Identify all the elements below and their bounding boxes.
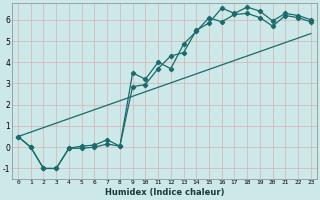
X-axis label: Humidex (Indice chaleur): Humidex (Indice chaleur) <box>105 188 224 197</box>
